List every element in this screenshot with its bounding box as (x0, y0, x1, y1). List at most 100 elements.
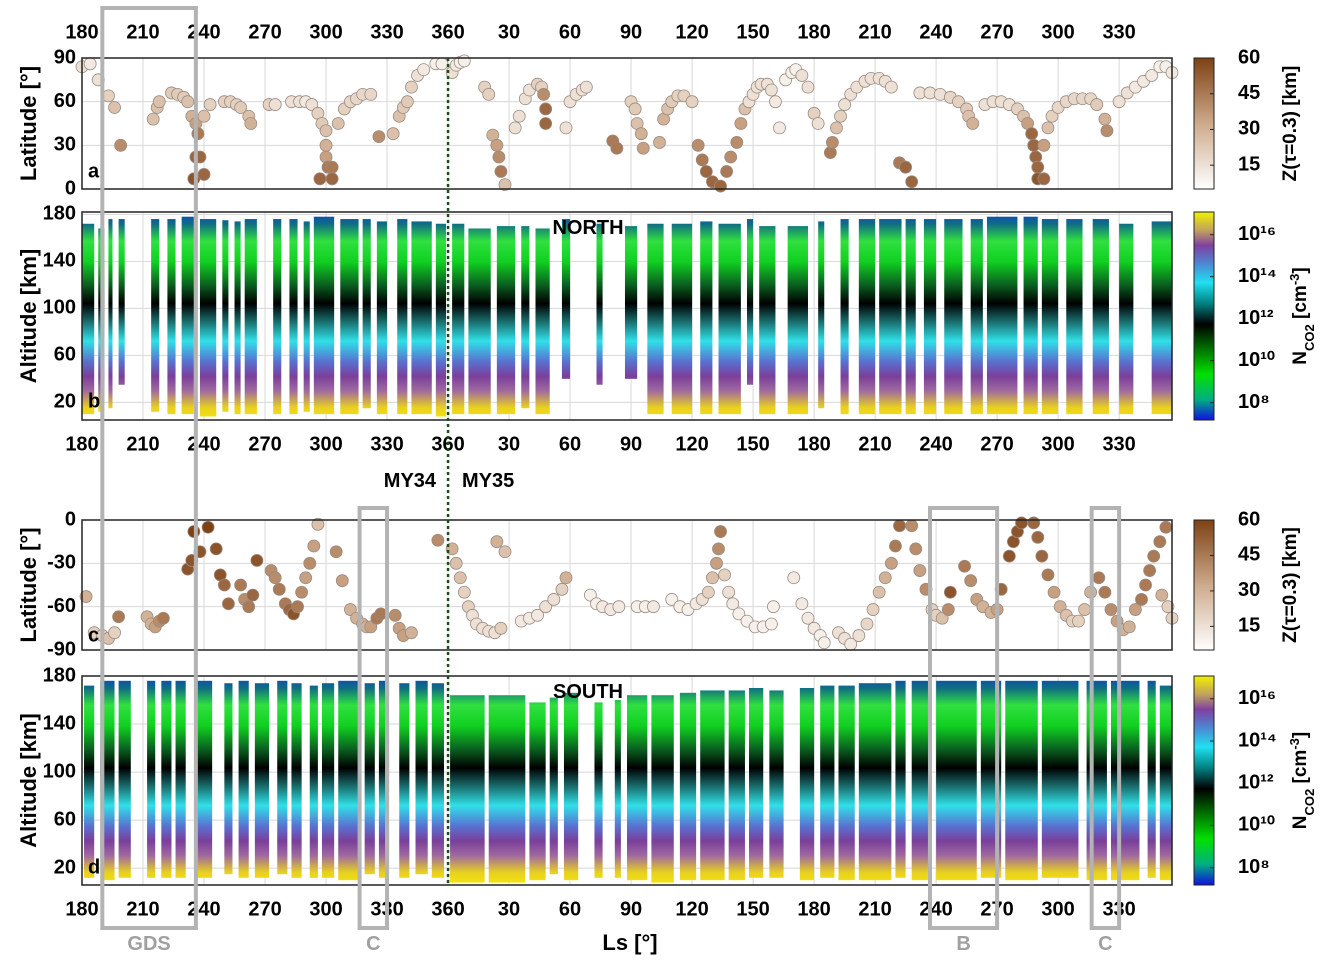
point (386, 127, 400, 141)
point (152, 95, 166, 109)
point (1098, 112, 1112, 126)
point (400, 95, 414, 109)
point (181, 95, 195, 109)
point (612, 600, 626, 614)
x-tick-label: 240 (187, 898, 220, 920)
y-tick-label: 180 (43, 664, 76, 686)
point (764, 83, 778, 97)
x-tick-label: 240 (919, 21, 952, 43)
point (482, 87, 496, 101)
y-axis-title: Latitude [°] (16, 66, 41, 181)
point (209, 542, 223, 556)
profile-column (362, 219, 371, 409)
point (364, 87, 378, 101)
highlight-label: C (366, 933, 380, 955)
point (1139, 578, 1152, 592)
point (734, 117, 748, 130)
highlight-label: C (1098, 933, 1112, 955)
profile-column (1119, 223, 1134, 415)
colorbar-title-part: [cm (1290, 750, 1311, 789)
point (1159, 520, 1173, 534)
profile-column (488, 695, 526, 883)
x-tick-label: 270 (980, 433, 1013, 455)
colorbar-title: NCO2 [cm-3] (1287, 732, 1317, 829)
point (250, 554, 264, 567)
profile-column (895, 680, 906, 878)
colorbar-title: Z(τ=0.3) [km] (1280, 66, 1301, 182)
profile-column (340, 219, 359, 415)
point (909, 542, 923, 556)
x-tick-label: 180 (797, 898, 830, 920)
profile-column (1159, 685, 1172, 881)
profile-column (594, 702, 603, 878)
y-tick-label: 140 (43, 712, 76, 734)
point (830, 121, 843, 135)
profile-column (108, 219, 113, 409)
y-tick-label: 90 (54, 46, 76, 68)
x-tick-label: 30 (498, 433, 520, 455)
year-label: MY34 (384, 470, 437, 492)
colorbar-title-part: -3 (1287, 274, 1302, 286)
point (720, 165, 734, 178)
y-tick-label: 140 (43, 250, 76, 272)
x-tick-label: 300 (1041, 21, 1074, 43)
x-tick-label: 120 (675, 433, 708, 455)
profile-column (1092, 219, 1109, 415)
point (834, 109, 847, 123)
x-axis-title: Ls [°] (602, 930, 657, 955)
point (1027, 516, 1041, 530)
profile-column (175, 680, 186, 878)
y-tick-label: 30 (54, 134, 76, 156)
profile-column (415, 680, 428, 875)
point (966, 117, 980, 130)
point (191, 127, 205, 141)
colorbar-title-part: ] (1290, 267, 1311, 273)
x-tick-label: 180 (65, 433, 98, 455)
x-tick-label: 210 (858, 21, 891, 43)
profile-column (647, 223, 664, 415)
x-tick-label: 300 (309, 21, 342, 43)
x-tick-label: 30 (498, 21, 520, 43)
point (331, 117, 345, 130)
profile-column (624, 226, 638, 379)
profile-column (627, 695, 648, 881)
colorbar-tick-label: 60 (1238, 508, 1260, 530)
profile-column (435, 223, 447, 417)
colorbar-tick-label: 45 (1238, 544, 1260, 566)
point (492, 150, 506, 164)
point (201, 520, 215, 534)
profile-column (944, 219, 963, 415)
point (108, 626, 121, 640)
y-axis-title: Altitude [km] (16, 713, 41, 847)
profile-column (378, 680, 390, 878)
profile-column (1110, 680, 1140, 881)
x-tick-label: 60 (559, 898, 581, 920)
point (311, 517, 325, 531)
profile-column (1151, 221, 1172, 415)
point (665, 593, 679, 606)
point (706, 571, 719, 585)
point (695, 153, 709, 167)
colorbar-tick-label: 30 (1238, 579, 1260, 601)
point (431, 533, 445, 547)
point (319, 138, 333, 152)
point (913, 564, 927, 577)
colorbar-title-part: -3 (1287, 738, 1302, 750)
y-tick-label: -60 (47, 595, 76, 617)
point (691, 138, 705, 152)
profile-column (254, 683, 270, 878)
point (222, 597, 235, 611)
point (268, 571, 282, 585)
profile-column (563, 692, 579, 881)
point (299, 571, 313, 585)
x-tick-label: 30 (498, 898, 520, 920)
point (344, 603, 357, 616)
point (1045, 109, 1059, 123)
profile-column (787, 226, 808, 415)
plot-frame (81, 519, 1173, 651)
plot-area (82, 520, 1172, 650)
x-tick-label: 210 (126, 433, 159, 455)
profile-column (195, 680, 213, 878)
x-tick-label: 150 (736, 898, 769, 920)
point (494, 621, 508, 635)
